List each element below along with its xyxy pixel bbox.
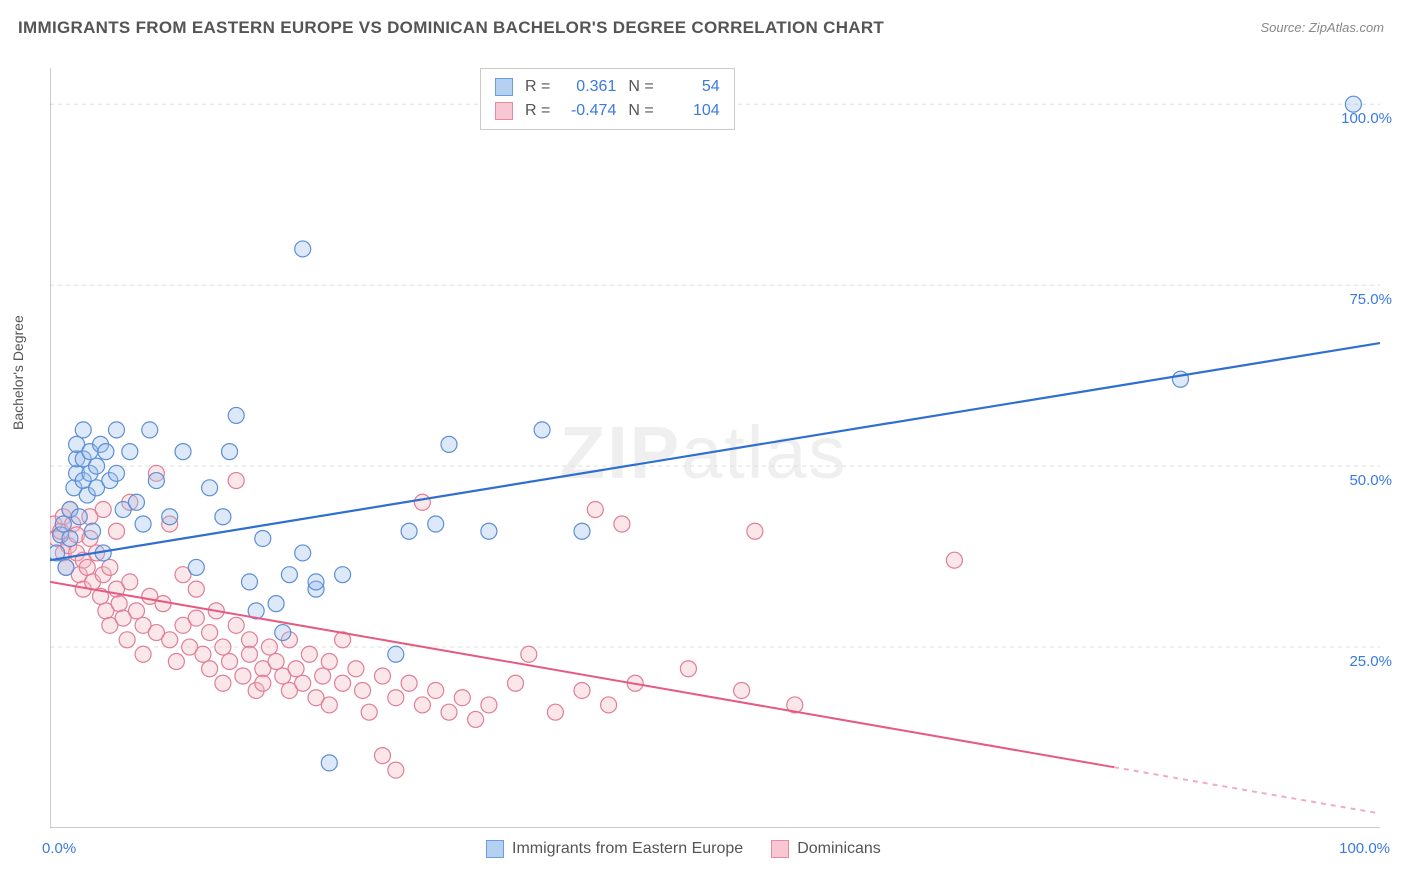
chart-svg	[50, 68, 1380, 828]
stats-n-value-1: 54	[662, 78, 720, 96]
x-axis-origin-label: 0.0%	[42, 840, 76, 857]
legend-item-2: Dominicans	[771, 840, 881, 858]
chart-container: IMMIGRANTS FROM EASTERN EUROPE VS DOMINI…	[0, 0, 1406, 892]
stats-n-label-2: N =	[628, 102, 653, 120]
y-tick-label: 50.0%	[1349, 472, 1392, 489]
stats-row-series-2: R = -0.474 N = 104	[495, 99, 720, 123]
stats-legend-box: R = 0.361 N = 54 R = -0.474 N = 104	[480, 68, 735, 130]
plot-area	[50, 68, 1380, 828]
stats-n-value-2: 104	[662, 102, 720, 120]
y-axis-label: Bachelor's Degree	[10, 315, 26, 430]
chart-title: IMMIGRANTS FROM EASTERN EUROPE VS DOMINI…	[18, 18, 884, 38]
stats-r-value-2: -0.474	[558, 102, 616, 120]
stats-row-series-1: R = 0.361 N = 54	[495, 75, 720, 99]
swatch-series-1	[495, 78, 513, 96]
legend-item-1: Immigrants from Eastern Europe	[486, 840, 743, 858]
y-tick-label: 100.0%	[1341, 110, 1392, 127]
stats-r-label-1: R =	[525, 78, 550, 96]
stats-n-label-1: N =	[628, 78, 653, 96]
legend-label-1: Immigrants from Eastern Europe	[512, 840, 743, 858]
swatch-series-2	[495, 102, 513, 120]
y-tick-label: 25.0%	[1349, 653, 1392, 670]
stats-r-value-1: 0.361	[558, 78, 616, 96]
source-attribution: Source: ZipAtlas.com	[1260, 20, 1384, 35]
legend-swatch-2	[771, 840, 789, 858]
bottom-legend: Immigrants from Eastern Europe Dominican…	[486, 840, 881, 858]
legend-label-2: Dominicans	[797, 840, 881, 858]
stats-r-label-2: R =	[525, 102, 550, 120]
x-axis-max-label: 100.0%	[1339, 840, 1390, 857]
y-tick-label: 75.0%	[1349, 291, 1392, 308]
legend-swatch-1	[486, 840, 504, 858]
